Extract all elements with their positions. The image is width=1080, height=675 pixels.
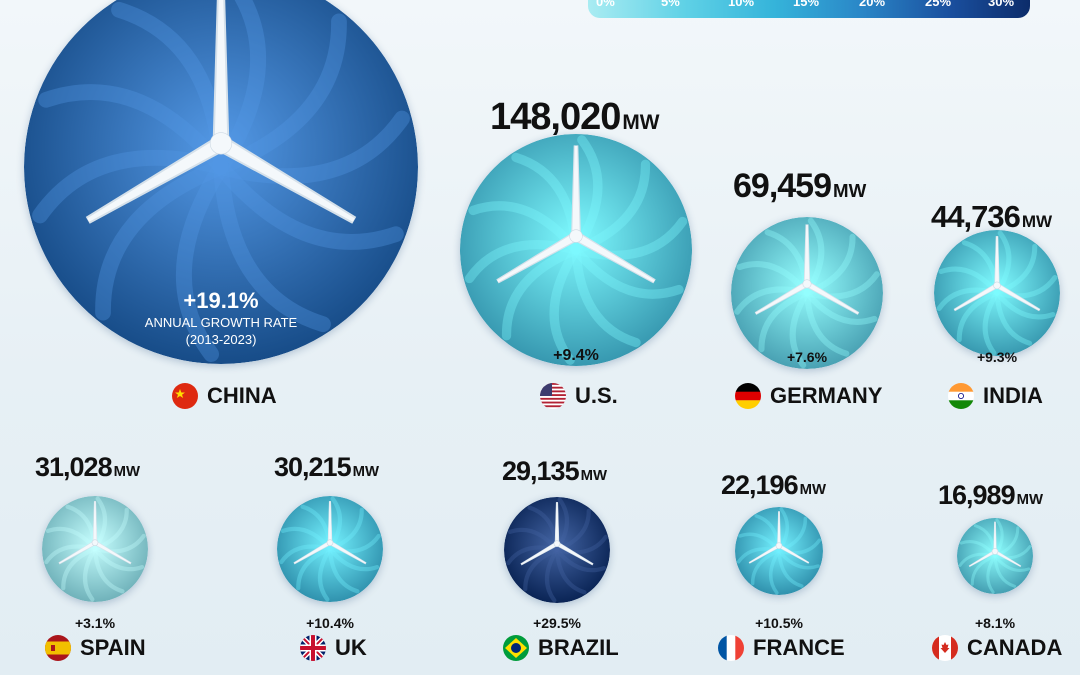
wind-turbine-bubble: [277, 496, 383, 602]
country-name: BRAZIL: [538, 635, 619, 660]
wind-turbine-bubble: [934, 230, 1060, 356]
growth-rate-label: +8.1%: [974, 615, 1016, 631]
country-name-row: GERMANY: [735, 383, 882, 409]
capacity-unit: MW: [1016, 492, 1043, 508]
country-name-row: CHINA: [172, 383, 277, 409]
legend-tick: 30%: [988, 0, 1015, 9]
country-name-row: INDIA: [948, 383, 1043, 409]
us-flag-icon: [540, 383, 566, 409]
germany-flag-icon: [735, 383, 761, 409]
country-name: UK: [335, 635, 367, 660]
capacity-unit: MW: [622, 111, 660, 134]
capacity-value: 69,459: [733, 167, 832, 205]
china-flag-icon: [172, 383, 198, 409]
capacity-value: 16,989: [938, 480, 1016, 510]
india-flag-icon: [948, 383, 974, 409]
country-name: INDIA: [983, 383, 1043, 408]
capacity-unit: MW: [352, 464, 379, 480]
spain-flag-icon: [45, 635, 71, 661]
capacity-value: 44,736: [931, 199, 1021, 234]
capacity-value: 22,196: [721, 470, 799, 500]
growth-rate-label: +10.4%: [306, 615, 354, 631]
legend-tick: 20%: [859, 0, 886, 9]
capacity-unit: MW: [799, 482, 826, 498]
wind-turbine-bubble: [460, 134, 692, 366]
growth-rate-caption-title: ANNUAL GROWTH RATE: [144, 315, 298, 330]
capacity-unit: MW: [833, 180, 867, 201]
capacity-unit: MW: [1021, 212, 1053, 231]
country-name: GERMANY: [770, 383, 883, 408]
growth-rate-label: +9.3%: [976, 349, 1018, 365]
capacity-label: 29,135 MW: [502, 456, 607, 487]
growth-rate-label: +7.6%: [786, 349, 828, 365]
growth-rate-label: +19.1%: [183, 288, 259, 313]
capacity-value: 29,135: [502, 456, 580, 486]
wind-turbine-bubble: [24, 0, 418, 364]
capacity-label: 148,020MW: [490, 96, 660, 139]
capacity-label: 30,215 MW: [274, 452, 379, 483]
capacity-label: 16,989 MW: [938, 480, 1043, 511]
capacity-label: 22,196 MW: [721, 470, 826, 501]
country-name-row: U.S.: [540, 383, 618, 409]
growth-rate-label: +29.5%: [533, 615, 581, 631]
growth-rate-caption-period: (2013-2023): [185, 332, 257, 347]
capacity-value: 31,028: [35, 452, 113, 482]
brazil-flag-icon: [503, 635, 529, 661]
legend-tick: 10%: [728, 0, 755, 9]
capacity-unit: MW: [113, 464, 140, 480]
growth-rate-caption: ANNUAL GROWTH RATE (2013-2023): [111, 314, 331, 348]
country-name: CANADA: [967, 635, 1063, 660]
canada-flag-icon: [932, 635, 958, 661]
wind-turbine-bubble: [504, 497, 610, 603]
capacity-value: 30,215: [274, 452, 352, 482]
country-name-row: FRANCE: [718, 635, 845, 661]
country-name: SPAIN: [80, 635, 146, 660]
legend-tick: 5%: [661, 0, 680, 9]
country-name-row: BRAZIL: [503, 635, 619, 661]
wind-turbine-bubble: [957, 518, 1033, 594]
uk-flag-icon: [300, 635, 326, 661]
capacity-value: 148,020: [490, 96, 621, 138]
country-name: U.S.: [575, 383, 618, 408]
growth-color-legend: [588, 0, 1030, 18]
growth-rate-label: +9.4%: [553, 347, 599, 364]
legend-tick: 0%: [596, 0, 615, 9]
wind-turbine-bubble: [735, 507, 823, 595]
country-name: FRANCE: [753, 635, 845, 660]
capacity-unit: MW: [580, 468, 607, 484]
france-flag-icon: [718, 635, 744, 661]
growth-rate-label: +10.5%: [755, 615, 803, 631]
capacity-label: 44,736 MW: [931, 199, 1052, 235]
country-name: CHINA: [207, 383, 277, 408]
capacity-label: 69,459 MW: [733, 167, 866, 206]
country-name-row: UK: [300, 635, 367, 661]
country-name-row: SPAIN: [45, 635, 146, 661]
legend-tick: 15%: [793, 0, 820, 9]
legend-tick: 25%: [925, 0, 952, 9]
wind-turbine-bubble: [42, 496, 148, 602]
country-name-row: CANADA: [932, 635, 1062, 661]
growth-rate-label: +3.1%: [74, 615, 116, 631]
wind-turbine-bubble: [731, 217, 883, 369]
capacity-label: 31,028 MW: [35, 452, 140, 483]
